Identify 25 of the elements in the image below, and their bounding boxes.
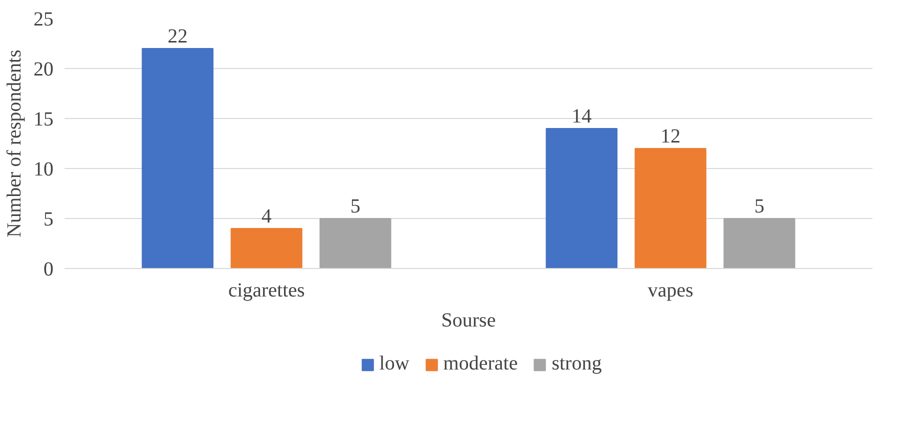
data-label: 4 (262, 206, 272, 228)
data-label: 5 (754, 196, 764, 218)
x-tick-label: cigarettes (228, 280, 306, 302)
y-tick-label: 20 (34, 58, 54, 80)
bar (634, 148, 706, 268)
y-tick-label: 0 (44, 258, 54, 280)
bar (724, 218, 796, 268)
y-axis-title: Number of respondents (4, 49, 26, 238)
bar (546, 128, 618, 268)
x-axis-title: Sourse (441, 310, 496, 332)
data-label: 14 (572, 106, 592, 128)
y-tick-label: 10 (34, 158, 54, 180)
data-label: 22 (168, 26, 188, 48)
data-label: 5 (350, 196, 360, 218)
y-tick-label: 5 (44, 208, 54, 230)
legend-label: strong (552, 352, 602, 376)
data-label: 12 (660, 126, 680, 148)
y-tick-label: 15 (34, 108, 54, 130)
bar (320, 218, 392, 268)
legend-label: moderate (443, 352, 518, 376)
bar (142, 48, 214, 268)
bar (230, 228, 302, 268)
x-tick-label: vapes (648, 280, 694, 302)
legend-label: low (379, 352, 410, 376)
y-tick-label: 25 (34, 8, 54, 30)
